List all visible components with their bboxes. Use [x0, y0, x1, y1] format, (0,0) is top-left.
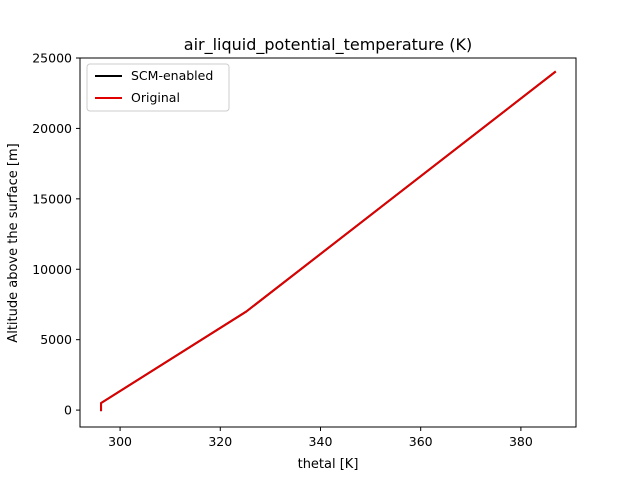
- y-tick-label: 10000: [32, 262, 72, 277]
- plot-frame: [79, 57, 577, 428]
- x-tick-label: 340: [309, 434, 333, 449]
- legend-box: [86, 63, 230, 112]
- x-tick-label: 300: [108, 434, 132, 449]
- series-line-original: [100, 70, 557, 412]
- x-tick-label: 360: [409, 434, 433, 449]
- y-tick-label: 25000: [32, 51, 72, 66]
- y-tick-label: 5000: [40, 332, 72, 347]
- plot-lines: [100, 70, 557, 412]
- y-axis-label: Altitude above the surface [m]: [6, 143, 21, 342]
- legend-label-original: Original: [131, 90, 180, 105]
- y-tick-label: 15000: [32, 191, 72, 206]
- x-tick-label: 380: [509, 434, 533, 449]
- x-axis-label: thetal [K]: [298, 457, 359, 472]
- y-axis-ticks: 0 5000 10000 15000 20000 25000: [32, 51, 80, 418]
- legend-label-scm-enabled: SCM-enabled: [131, 68, 213, 83]
- x-axis-ticks: 300 320 340 360 380: [108, 427, 533, 449]
- y-tick-label: 20000: [32, 121, 72, 136]
- chart-title: air_liquid_potential_temperature (K): [184, 35, 472, 55]
- y-tick-label: 0: [64, 403, 72, 418]
- legend: SCM-enabled Original: [86, 63, 230, 112]
- x-tick-label: 320: [208, 434, 232, 449]
